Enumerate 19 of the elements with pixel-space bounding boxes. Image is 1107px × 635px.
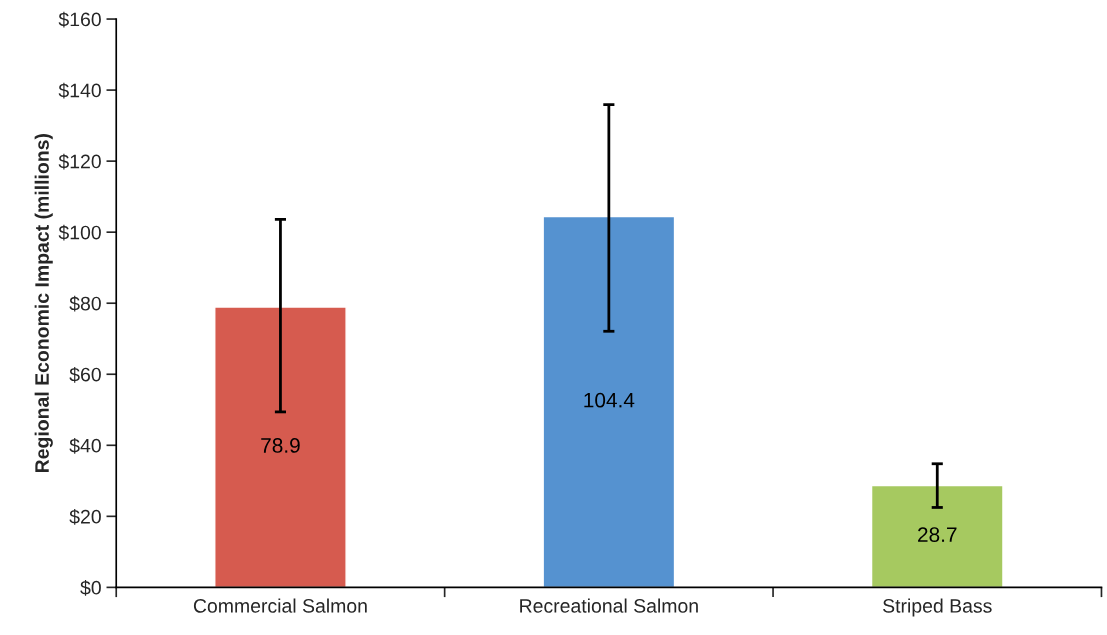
x-tick-label: Striped Bass (883, 598, 992, 617)
x-tick-label: Commercial Salmon (193, 598, 367, 613)
y-tick-label: $100 (58, 224, 101, 241)
bar (214, 306, 347, 588)
data-label: 78.9 (261, 438, 300, 453)
y-axis-title: Regional Economic Impact (millions) (34, 134, 53, 473)
y-tick-label: $0 (80, 580, 101, 596)
y-tick-label: $60 (69, 366, 101, 383)
y-tick-label: $160 (58, 11, 101, 28)
data-label: 104.4 (584, 392, 635, 408)
y-tick-label: $120 (58, 153, 101, 170)
y-tick-label: $40 (69, 437, 101, 454)
y-tick-label: $20 (69, 508, 101, 525)
bar (870, 484, 1004, 588)
x-tick-label: Recreational Salmon (520, 598, 698, 613)
data-label: 28.7 (918, 527, 957, 542)
y-tick-label: $80 (69, 295, 101, 312)
bar (542, 215, 676, 588)
y-tick-label: $140 (58, 82, 101, 99)
